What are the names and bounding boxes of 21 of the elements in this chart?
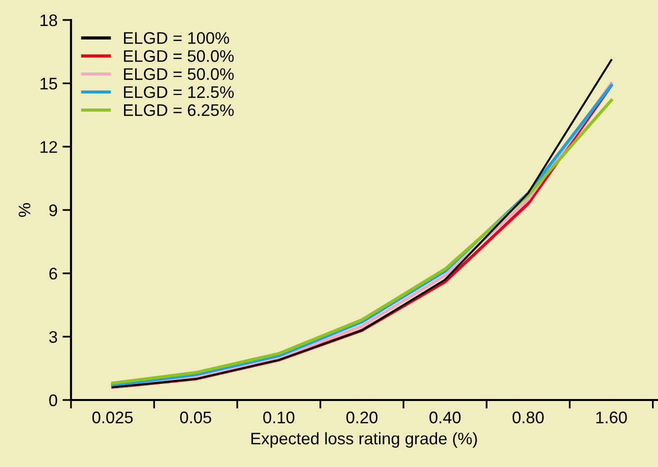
y-tick-label: 12 bbox=[40, 141, 57, 153]
y-tick-label: 6 bbox=[49, 268, 58, 280]
legend-label: ELGD = 100% bbox=[124, 32, 230, 44]
x-axis-title: Expected loss rating grade (%) bbox=[251, 432, 477, 448]
x-tick-label: 1.60 bbox=[596, 412, 627, 424]
y-axis-title: % bbox=[18, 203, 30, 217]
legend-label: ELGD = 50.0% bbox=[124, 50, 234, 62]
legend-label: ELGD = 12.5% bbox=[124, 86, 234, 98]
y-tick-label: 0 bbox=[49, 394, 58, 406]
y-tick-label: 3 bbox=[49, 331, 58, 343]
x-tick-label: 0.20 bbox=[346, 412, 378, 424]
y-tick-label: 9 bbox=[49, 204, 58, 216]
x-tick-label: 0.40 bbox=[429, 412, 461, 424]
y-tick-label: 15 bbox=[40, 78, 58, 90]
legend-label: ELGD = 50.0% bbox=[124, 68, 234, 80]
x-tick-label: 0.80 bbox=[512, 412, 544, 424]
y-tick-label: 18 bbox=[40, 14, 58, 26]
x-tick-label: 0.10 bbox=[263, 412, 294, 424]
x-tick-label: 0.05 bbox=[180, 412, 212, 424]
legend-label: ELGD = 6.25% bbox=[124, 104, 234, 116]
x-tick-label: 0.025 bbox=[92, 412, 133, 424]
